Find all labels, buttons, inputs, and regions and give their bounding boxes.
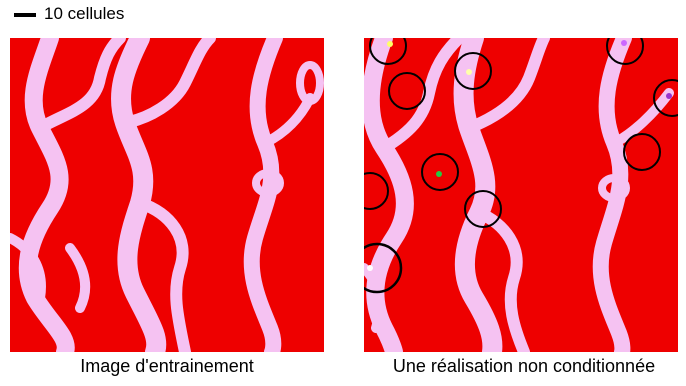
- realization-image: [364, 38, 678, 352]
- highlight-circle-2: [388, 72, 426, 110]
- highlight-circle-9: [464, 190, 502, 228]
- highlight-circle-6: [623, 133, 661, 171]
- highlight-circle-3: [454, 52, 492, 90]
- highlight-circle-1: [369, 38, 407, 65]
- training-image: [10, 38, 324, 352]
- caption-realization: Une réalisation non conditionnée: [392, 356, 656, 376]
- scale-bar: [14, 13, 36, 17]
- highlight-circle-4: [606, 38, 644, 65]
- highlight-circle-8: [364, 172, 389, 210]
- caption-training-image: Image d'entrainement: [80, 356, 254, 376]
- highlight-circle-10: [364, 242, 403, 294]
- highlight-circle-7: [421, 153, 459, 191]
- highlight-circle-5: [653, 79, 678, 117]
- scale-label: 10 cellules: [44, 4, 125, 23]
